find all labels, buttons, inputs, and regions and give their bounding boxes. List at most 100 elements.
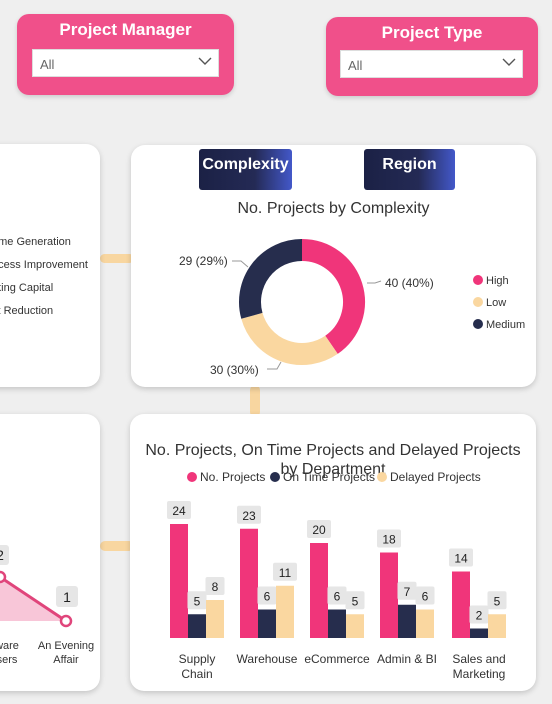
x-tick-label: sers [0, 654, 18, 666]
data-label: 24 [172, 504, 186, 518]
data-label: 1 [63, 589, 71, 605]
data-label: 5 [194, 594, 201, 608]
data-label-bg [257, 586, 277, 605]
project-manager-slicer[interactable]: Project Manager All [17, 14, 234, 95]
data-label: 6 [422, 590, 429, 604]
data-label-bg [187, 591, 207, 610]
chevron-down-icon [198, 57, 212, 65]
bar [170, 524, 188, 638]
legend-marker [270, 472, 280, 482]
chevron-down-icon [502, 58, 516, 66]
data-label-bg [345, 591, 365, 610]
data-label-bg [0, 545, 9, 565]
data-label-medium: 29 (29%) [179, 254, 228, 268]
data-label-bg [415, 586, 435, 605]
x-tick-label: An Evening [38, 640, 94, 652]
data-label: 2 [476, 609, 483, 623]
x-tick-label: Marketing [453, 667, 506, 681]
donut-slice-medium [239, 239, 303, 319]
bar [240, 528, 258, 638]
bar [470, 628, 488, 638]
data-label-bg [307, 520, 331, 538]
bar [346, 614, 364, 638]
donut-chart: 40 (40%) 30 (30%) 29 (29%) High Low Medium [179, 239, 525, 377]
data-label-bg [469, 605, 489, 624]
x-tick-label: Warehouse [237, 652, 298, 666]
x-tick-label: Sales and [452, 652, 505, 666]
project-type-label: Project Type [381, 23, 483, 42]
data-label: 5 [352, 594, 359, 608]
data-label: 7 [404, 585, 411, 599]
project-manager-dropdown[interactable]: All [32, 49, 219, 77]
data-label-bg [273, 562, 297, 581]
data-label-low: 30 (30%) [210, 363, 259, 377]
legend-label: No. Projects [200, 470, 265, 484]
legend-marker [473, 319, 483, 329]
project-type-dropdown[interactable]: All [340, 50, 523, 78]
data-label-bg [237, 505, 261, 524]
data-label: 6 [264, 590, 271, 604]
leader-line [267, 361, 282, 370]
x-tick-label: eCommerce [304, 652, 370, 666]
x-tick-label: Admin & BI [377, 652, 437, 666]
bar [398, 604, 416, 638]
data-label-bg [167, 501, 191, 519]
list-item: st Reduction [0, 305, 54, 317]
data-label: 11 [279, 566, 292, 580]
data-label: 23 [242, 509, 256, 523]
bar [416, 609, 434, 638]
data-label-bg [56, 586, 78, 607]
x-tick-label: Supply [179, 652, 216, 666]
data-label-high: 40 (40%) [385, 276, 434, 290]
legend-label: Delayed Projects [390, 470, 481, 484]
data-label: 18 [382, 533, 396, 547]
project-type-value: All [348, 58, 363, 73]
list-item: rking Capital [0, 282, 54, 294]
data-label: 5 [494, 594, 501, 608]
series-line [0, 575, 67, 623]
region-button[interactable]: Region [364, 149, 455, 190]
complexity-button[interactable]: Complexity [199, 149, 292, 190]
bar-chart: No. Projects On Time Projects Delayed Proj… [167, 470, 507, 681]
bar [188, 614, 206, 638]
bar [276, 585, 294, 638]
donut-slice-high [301, 239, 365, 354]
complexity-card: No. Projects by Complexity 40 (40%) 30 (3… [131, 145, 536, 387]
data-label-bg [449, 548, 473, 567]
data-label-bg [397, 581, 417, 600]
project-manager-label: Project Manager [59, 20, 192, 39]
leader-line [232, 260, 249, 268]
donut-chart-title: No. Projects by Complexity [237, 200, 430, 217]
bar [328, 609, 346, 638]
donut-slice-low [241, 312, 338, 365]
department-card: No. Projects, On Time Projects and Delay… [130, 414, 536, 691]
legend-marker [377, 472, 387, 482]
data-label: 8 [212, 580, 219, 594]
project-manager-value: All [40, 57, 55, 72]
legend-label: On Time Projects [283, 470, 375, 484]
bar [206, 600, 224, 638]
data-label: 2 [0, 547, 4, 563]
data-label: 20 [312, 523, 326, 537]
connector-line [250, 385, 260, 417]
leader-line [367, 280, 382, 284]
x-tick-label: Chain [181, 667, 212, 681]
bar [258, 609, 276, 638]
left-list-card: ome Generation ocess Improvement rking Cap… [0, 144, 100, 387]
bar-chart-title: No. Projects, On Time Projects and Delay… [145, 442, 521, 478]
data-label-bg [205, 577, 225, 595]
data-label: 6 [334, 590, 341, 604]
connector-line [100, 254, 134, 263]
x-tick-label: Affair [53, 654, 79, 666]
left-line-chart: 2 1 ware sers An Evening Affair [0, 545, 94, 666]
left-line-card: 2 1 ware sers An Evening Affair [0, 414, 100, 691]
project-type-slicer[interactable]: Project Type All [326, 17, 538, 96]
data-label-bg [377, 529, 401, 548]
legend-marker [187, 472, 197, 482]
bar [380, 552, 398, 638]
legend-label: High [486, 275, 509, 287]
legend-marker [473, 275, 483, 285]
bar [488, 614, 506, 638]
data-point [0, 570, 7, 584]
data-label-bg [487, 591, 507, 610]
